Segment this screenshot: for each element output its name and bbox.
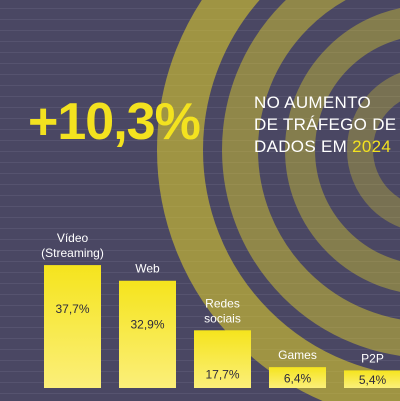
headline-line-1: NO AUMENTO: [254, 93, 371, 112]
decorative-ring: [157, 0, 400, 401]
decorative-ring: [285, 8, 400, 292]
headline-stat: +10,3%: [28, 93, 201, 151]
bar: [269, 367, 326, 388]
headline-line-2: DE TRÁFEGO DE: [254, 115, 397, 134]
category-label: Web: [135, 262, 160, 276]
background-stripe: [0, 305, 400, 306]
category-label: Vídeo: [57, 231, 89, 245]
bar: [344, 370, 400, 388]
headline-year: 2024: [352, 137, 392, 156]
background-stripe: [0, 316, 400, 317]
headline-line-3-prefix: DADOS EM: [254, 137, 348, 156]
headline-text: NO AUMENTO DE TRÁFEGO DE DADOS EM 2024: [254, 92, 400, 158]
category-label: (Streaming): [41, 246, 104, 260]
bar-value-label: 37,7%: [55, 302, 89, 316]
bar: [194, 330, 251, 388]
category-label: Redes: [205, 296, 240, 310]
background-stripe: [0, 393, 400, 394]
bar: [119, 280, 176, 388]
bar-value-label: 6,4%: [284, 372, 312, 386]
bar-value-label: 5,4%: [359, 373, 387, 387]
background-stripe: [0, 327, 400, 328]
category-label: P2P: [361, 351, 384, 365]
decorative-ring: [222, 0, 400, 356]
decorative-rings: [157, 0, 400, 401]
headline-line-3: DADOS EM 2024: [254, 136, 400, 158]
bar-value-label: 32,9%: [130, 318, 164, 332]
bar-value-label: 17,7%: [205, 367, 239, 381]
decorative-ring: [347, 72, 400, 228]
category-label: sociais: [204, 311, 241, 325]
bar-chart: 37,7% Vídeo(Streaming) 32,9% Web 17,7% Redess…: [41, 231, 400, 388]
bar: [44, 265, 101, 388]
category-label: Games: [278, 348, 317, 362]
